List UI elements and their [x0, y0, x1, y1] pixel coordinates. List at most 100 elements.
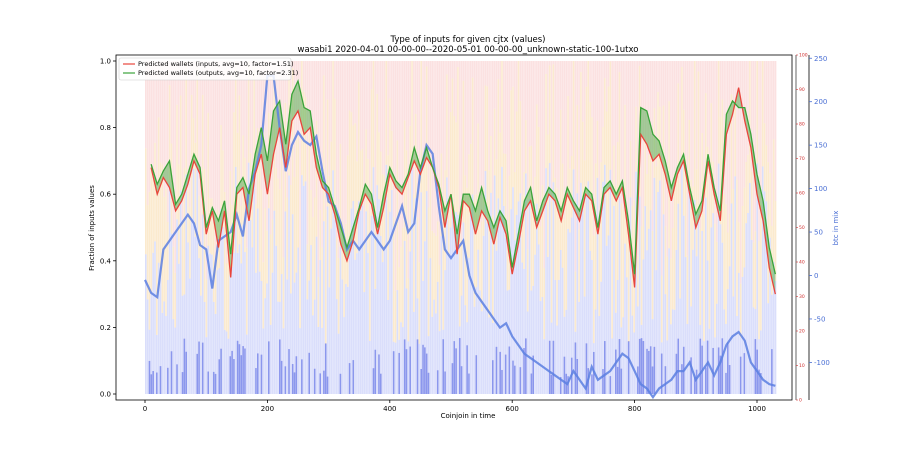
background-bar-orange [499, 132, 501, 211]
background-bar-orange [387, 155, 389, 301]
background-bar-red [262, 61, 265, 263]
background-bar-orange [714, 223, 716, 338]
background-bar-dark [504, 354, 507, 394]
background-bar-blue [295, 272, 298, 394]
background-bar-red [157, 61, 160, 118]
background-bar-orange [510, 90, 512, 210]
background-bar-dark [690, 357, 692, 394]
background-bar-orange [315, 120, 318, 237]
background-bar-orange [335, 236, 338, 300]
background-bar-orange [589, 102, 591, 251]
background-bar-orange [260, 189, 263, 282]
background-bar-red [510, 61, 512, 91]
background-bar-blue [591, 259, 593, 394]
background-bar-red [328, 61, 331, 176]
background-bar-blue [413, 311, 415, 394]
background-bar-orange [703, 214, 705, 342]
background-bar-red [526, 61, 529, 250]
background-bar-blue [477, 249, 479, 394]
background-bar-blue [255, 272, 257, 394]
background-bar-red [570, 61, 573, 156]
background-bar-orange [477, 123, 479, 250]
background-bar-blue [482, 235, 485, 394]
background-bar-blue [260, 281, 263, 394]
background-bar-red [249, 61, 252, 154]
background-bar-dark [627, 341, 630, 394]
background-bar-blue [747, 213, 749, 394]
background-bar-dark [585, 343, 588, 394]
background-bar-orange [692, 186, 694, 250]
background-bar-blue [604, 164, 606, 394]
background-bar-blue [200, 295, 202, 394]
background-bar-red [673, 61, 676, 175]
background-bar-orange [545, 73, 547, 169]
background-bar-red [519, 61, 522, 102]
background-bar-blue [291, 214, 294, 394]
background-bar-red [367, 61, 369, 159]
background-bar-blue [262, 328, 265, 394]
background-bar-dark [519, 367, 522, 394]
background-bar-orange [402, 227, 404, 328]
background-bar-red [312, 61, 314, 218]
background-bar-blue [214, 313, 217, 394]
background-bar-orange [592, 235, 595, 344]
background-bar-blue [192, 168, 195, 394]
background-bar-red [486, 61, 489, 87]
background-bar-red [446, 61, 448, 75]
background-bar-orange [192, 118, 195, 169]
background-bar-orange [618, 72, 621, 196]
background-bar-orange [328, 175, 331, 288]
x-tick-label: 400 [383, 405, 396, 413]
background-bar-orange [626, 218, 628, 278]
background-bar-orange [381, 174, 384, 263]
background-bar-orange [616, 142, 619, 280]
background-bar-orange [671, 227, 674, 310]
background-bar-orange [297, 136, 299, 248]
background-bar-red [477, 61, 479, 124]
background-bar-red [346, 61, 349, 156]
background-bar-blue [302, 185, 305, 394]
background-bar-dark [646, 348, 648, 394]
background-bar-orange [710, 103, 713, 228]
background-bar-orange [750, 171, 753, 240]
background-bar-red [765, 61, 768, 146]
background-bar-red [497, 61, 500, 80]
background-bar-blue [750, 239, 753, 394]
background-bar-red [754, 61, 757, 232]
background-bar-blue [695, 256, 698, 394]
background-bar-blue [154, 241, 156, 394]
right-small-tick-label: 70 [799, 156, 805, 162]
background-bar-orange [699, 228, 702, 325]
background-bar-orange [756, 61, 758, 164]
background-bar-blue [306, 299, 309, 394]
background-bar-blue [725, 323, 727, 394]
background-bar-blue [438, 331, 441, 394]
background-bar-orange [376, 93, 378, 186]
background-bar-dark [416, 339, 419, 394]
background-bar-orange [275, 167, 277, 246]
background-bar-blue [178, 263, 180, 394]
background-bar-orange [290, 185, 292, 294]
background-bar-blue [569, 232, 571, 394]
background-bar-blue [653, 177, 656, 394]
background-bar-red [504, 61, 507, 154]
background-bar-orange [754, 231, 757, 310]
background-bar-orange [479, 228, 481, 291]
background-bar-blue [732, 296, 735, 394]
background-bar-orange [471, 77, 474, 195]
background-bar-dark [403, 339, 406, 394]
background-bar-orange [631, 205, 634, 316]
background-bar-orange [181, 222, 184, 296]
background-bar-orange [728, 213, 731, 267]
background-bar-orange [765, 145, 768, 202]
background-bar-red [422, 61, 424, 161]
background-bar-red [589, 61, 591, 103]
background-bar-blue [743, 267, 746, 394]
background-bar-orange [438, 265, 441, 332]
background-bar-red [229, 61, 232, 172]
background-bar-dark [218, 359, 221, 394]
background-bar-red [207, 61, 210, 113]
background-bar-blue [365, 211, 367, 394]
background-bar-orange [651, 230, 654, 320]
background-bar-blue [611, 338, 613, 394]
